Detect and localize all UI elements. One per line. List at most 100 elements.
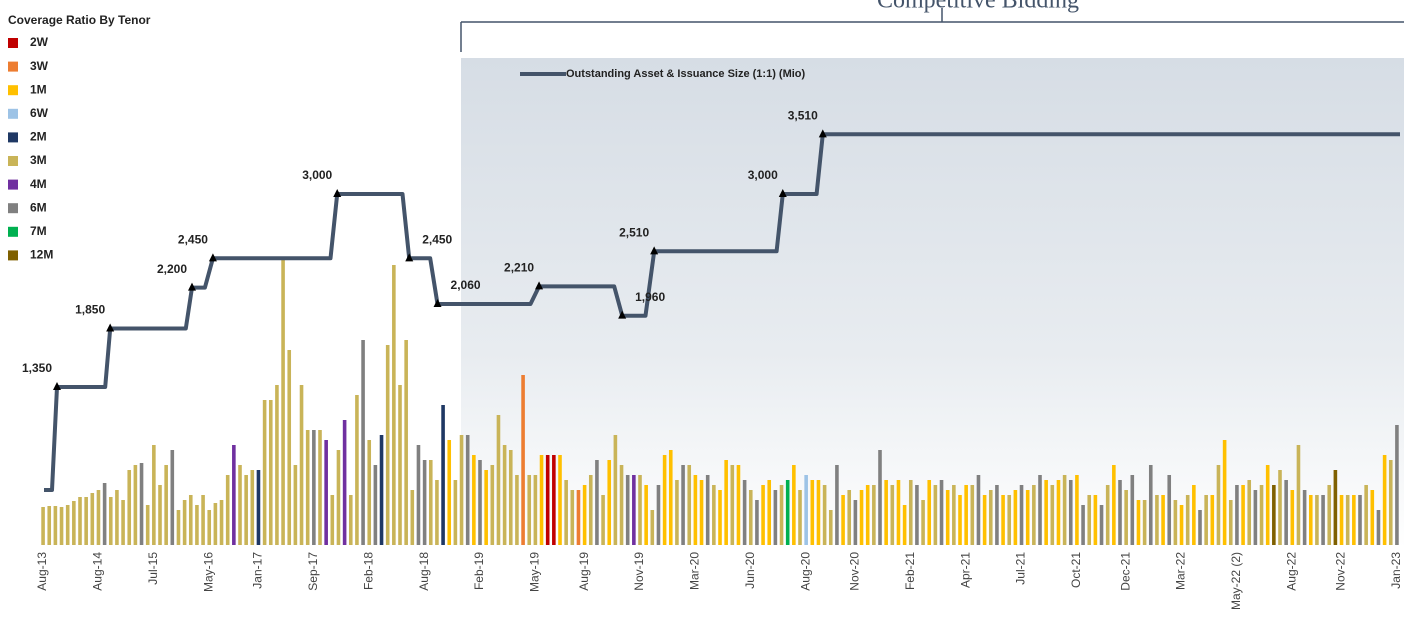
bar [773, 490, 778, 545]
legend-label: 3M [30, 153, 47, 167]
bar [1062, 475, 1067, 545]
bar [47, 506, 52, 545]
bar [1259, 485, 1264, 545]
bar [435, 480, 439, 545]
bar [355, 395, 359, 545]
bar [533, 475, 538, 545]
bar [816, 480, 821, 545]
bar [213, 503, 218, 545]
bar [96, 490, 101, 545]
x-tick-label: Jan-23 [1389, 552, 1403, 589]
bar [232, 445, 236, 545]
asset-line [44, 132, 1400, 492]
bar [1087, 495, 1092, 545]
bar [385, 345, 390, 545]
bar [1345, 495, 1350, 545]
bar [644, 485, 648, 545]
bar [638, 475, 642, 545]
x-tick-label: Mar-22 [1174, 552, 1188, 590]
bar [244, 475, 248, 545]
bar [1302, 490, 1307, 545]
bar [792, 465, 796, 545]
bar [804, 475, 808, 545]
competitive-region [461, 58, 1404, 548]
bar [502, 445, 507, 545]
bar [1382, 455, 1387, 545]
bar [982, 495, 987, 545]
bar [588, 475, 593, 545]
bar [78, 497, 82, 545]
bar [890, 485, 895, 545]
bar [1075, 475, 1079, 545]
line-marker [188, 282, 196, 291]
bar [1376, 510, 1381, 545]
bar [976, 475, 981, 545]
line-value-label: 2,450 [178, 233, 208, 247]
bar [1370, 490, 1375, 545]
line-marker [433, 298, 442, 307]
bar [121, 500, 125, 545]
bar [1241, 485, 1245, 545]
bar [127, 470, 132, 545]
legend-title: Coverage Ratio By Tenor [8, 13, 151, 27]
bar [761, 485, 765, 545]
x-tick-label: Jul-15 [146, 552, 160, 585]
bar [1395, 425, 1399, 545]
bar [1364, 485, 1368, 545]
line-value-label: 2,510 [619, 226, 649, 240]
bar [72, 501, 76, 545]
bar [1044, 480, 1048, 545]
bar [724, 460, 728, 545]
bar [293, 465, 298, 545]
bar [342, 420, 347, 545]
bar [1142, 500, 1147, 545]
bar [305, 430, 310, 545]
bar [539, 455, 544, 545]
bar [730, 465, 735, 545]
line-marker [535, 281, 544, 290]
bar [195, 505, 199, 545]
bar [108, 497, 113, 545]
bar [1019, 485, 1024, 545]
legend-label: 7M [30, 224, 47, 238]
legend-swatch [8, 38, 18, 48]
x-tick-label: Nov-20 [848, 552, 862, 591]
line-value-label: 2,210 [504, 261, 534, 275]
bar [718, 490, 722, 545]
bar [785, 480, 790, 545]
bar [1222, 440, 1227, 545]
bar [872, 485, 876, 545]
bar [1339, 495, 1344, 545]
bar [1315, 495, 1319, 545]
bar [1333, 470, 1338, 545]
line-value-label: 1,350 [22, 361, 52, 375]
bar [90, 493, 95, 545]
legend-label: 2M [30, 130, 47, 144]
bar [527, 475, 532, 545]
bar [139, 463, 144, 545]
legend-swatch [8, 108, 18, 119]
bar [188, 495, 193, 545]
bar [1136, 500, 1141, 545]
bar [53, 506, 58, 545]
bar [668, 450, 673, 545]
bar [945, 490, 950, 545]
bar [736, 465, 741, 545]
legend-label: 1M [30, 82, 47, 96]
line-value-label: 2,200 [157, 262, 187, 276]
x-tick-label: Aug-19 [577, 552, 591, 591]
bar [447, 440, 452, 545]
bar [441, 405, 445, 545]
bar [835, 465, 839, 545]
bar [373, 465, 378, 545]
bar [1148, 465, 1153, 545]
bar [681, 465, 685, 545]
bar [312, 430, 316, 545]
bar [428, 460, 433, 545]
bar [1296, 445, 1301, 545]
line-marker [818, 129, 827, 138]
bar [361, 340, 365, 545]
bar [570, 490, 575, 545]
bar [1167, 475, 1172, 545]
